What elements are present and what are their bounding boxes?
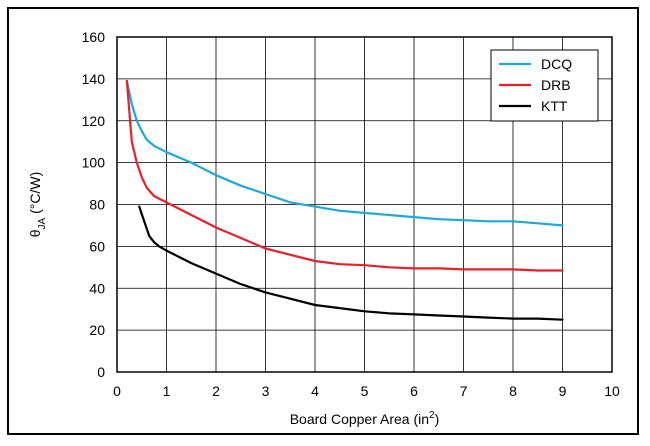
x-tick-label: 3 [262, 383, 270, 399]
x-tick-label: 0 [113, 383, 121, 399]
series-line-ktt [138, 205, 564, 321]
x-tick-label: 2 [212, 383, 220, 399]
x-tick-label: 10 [604, 383, 620, 399]
legend-label: DRB [541, 77, 571, 93]
y-tick-label: 20 [89, 322, 105, 338]
legend-label: KTT [541, 98, 568, 114]
series-lines [125, 79, 564, 321]
x-axis-ticks: 0 1 2 3 4 5 6 7 8 9 10 [113, 383, 620, 399]
x-tick-label: 6 [410, 383, 418, 399]
y-tick-label: 60 [89, 238, 105, 254]
x-tick-label: 5 [361, 383, 369, 399]
x-tick-label: 9 [559, 383, 567, 399]
y-tick-label: 40 [89, 280, 105, 296]
series-line-drb [125, 79, 564, 272]
x-tick-label: 1 [163, 383, 171, 399]
y-tick-label: 140 [82, 71, 106, 87]
y-tick-label: 0 [97, 364, 105, 380]
y-tick-label: 160 [82, 29, 106, 45]
x-axis-label: Board Copper Area (in2) [290, 410, 440, 427]
y-tick-label: 100 [82, 155, 106, 171]
series-line-dcq [125, 79, 564, 227]
plot-area [116, 36, 613, 373]
x-tick-label: 7 [460, 383, 468, 399]
x-tick-label: 8 [509, 383, 517, 399]
legend-label: DCQ [541, 56, 572, 72]
x-tick-label: 4 [311, 383, 319, 399]
y-axis-ticks: 0 20 40 60 80 100 120 140 160 [82, 29, 106, 380]
y-axis-label: θJA (°C/W) [27, 172, 48, 238]
y-tick-label: 80 [89, 197, 105, 213]
y-tick-label: 120 [82, 113, 106, 129]
legend: DCQ DRB KTT [490, 49, 599, 122]
